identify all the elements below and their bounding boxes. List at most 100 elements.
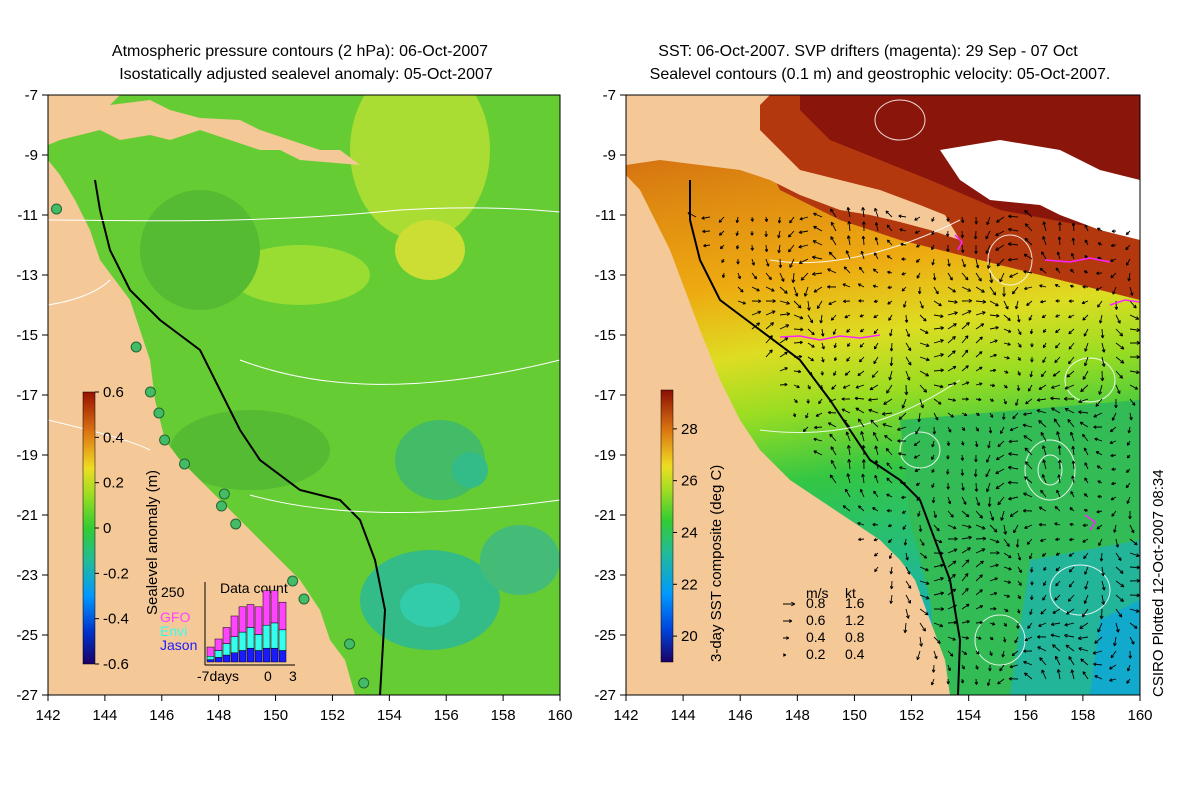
velocity-arrow bbox=[975, 412, 980, 416]
velocity-arrow bbox=[1084, 462, 1089, 470]
inset-bar-segment bbox=[214, 657, 223, 663]
velocity-arrow bbox=[1068, 356, 1075, 365]
velocity-arrow bbox=[857, 418, 865, 428]
velocity-arrow bbox=[975, 548, 986, 554]
velocity-arrow bbox=[1115, 580, 1125, 588]
velocity-arrow bbox=[830, 221, 837, 232]
velocity-arrow bbox=[1129, 300, 1137, 309]
velocity-arrow bbox=[1129, 328, 1140, 332]
velocity-arrow bbox=[873, 342, 879, 350]
velocity-arrow bbox=[1042, 236, 1047, 246]
velocity-arrow bbox=[830, 208, 837, 218]
velocity-arrow bbox=[889, 580, 894, 590]
velocity-arrow bbox=[868, 397, 879, 402]
velocity-arrow bbox=[1054, 655, 1061, 666]
velocity-arrow bbox=[961, 573, 969, 582]
velocity-arrow bbox=[1068, 566, 1075, 573]
tide-gauge-dot bbox=[51, 203, 63, 215]
velocity-arrow bbox=[829, 474, 837, 484]
velocity-arrow bbox=[1023, 649, 1033, 653]
velocity-arrow bbox=[807, 370, 813, 376]
velocity-arrow bbox=[1052, 608, 1061, 614]
velocity-arrow bbox=[1109, 678, 1117, 682]
velocity-arrow bbox=[1070, 669, 1075, 680]
velocity-arrow bbox=[1051, 407, 1061, 414]
velocity-arrow bbox=[1092, 650, 1103, 655]
left-x-tick-label: 158 bbox=[491, 707, 516, 724]
velocity-arrow bbox=[800, 272, 809, 281]
velocity-arrow bbox=[1038, 384, 1047, 390]
velocity-arrow bbox=[889, 342, 894, 352]
velocity-arrow bbox=[1100, 370, 1105, 382]
velocity-arrow bbox=[901, 398, 907, 409]
right-y-tick-label: -25 bbox=[594, 627, 616, 644]
velocity-arrow bbox=[1126, 454, 1131, 459]
velocity-arrow bbox=[1014, 300, 1019, 310]
right-y-tick-label: -11 bbox=[595, 207, 616, 224]
velocity-arrow bbox=[813, 450, 823, 456]
velocity-arrow bbox=[986, 216, 991, 226]
velocity-arrow bbox=[1112, 286, 1117, 295]
velocity-arrow bbox=[919, 608, 929, 616]
velocity-arrow bbox=[1129, 524, 1135, 534]
velocity-arrow bbox=[975, 636, 982, 640]
velocity-arrow bbox=[793, 354, 803, 359]
right-y-tick-label: -21 bbox=[594, 507, 616, 524]
velocity-arrow bbox=[1038, 522, 1047, 527]
sla-yellow-patch bbox=[230, 245, 370, 305]
cloud-mask bbox=[940, 140, 1140, 240]
velocity-arrow bbox=[947, 560, 957, 568]
velocity-arrow bbox=[989, 300, 999, 307]
velocity-arrow bbox=[751, 310, 762, 316]
velocity-arrow bbox=[779, 286, 788, 294]
velocity-arrow bbox=[830, 446, 837, 456]
velocity-arrow bbox=[861, 459, 866, 470]
velocity-arrow bbox=[961, 603, 970, 610]
velocity-arrow bbox=[946, 244, 950, 252]
velocity-arrow bbox=[1016, 384, 1021, 392]
velocity-arrow bbox=[917, 412, 922, 423]
velocity-arrow bbox=[833, 370, 837, 376]
velocity-arrow bbox=[996, 216, 1005, 223]
velocity-arrow bbox=[807, 384, 811, 390]
inset-bar-segment bbox=[238, 606, 247, 633]
right-y-axis: -7 -9 -11 -13 -15 -17 -19 -21 -23 -25 -27 bbox=[594, 87, 626, 704]
velocity-arrow bbox=[1057, 445, 1062, 456]
velocity-arrow bbox=[1080, 658, 1089, 666]
velocity-arrow bbox=[882, 423, 893, 428]
velocity-arrow bbox=[1115, 622, 1120, 633]
velocity-arrow bbox=[812, 272, 823, 276]
velocity-arrow bbox=[779, 337, 789, 344]
velocity-arrow bbox=[1007, 227, 1019, 232]
sla-teal-patch bbox=[452, 452, 488, 488]
velocity-arrow bbox=[873, 537, 879, 542]
velocity-arrow bbox=[1114, 398, 1118, 409]
velocity-arrow bbox=[1057, 474, 1061, 484]
velocity-arrow bbox=[986, 678, 991, 686]
velocity-arrow bbox=[1017, 552, 1022, 561]
velocity-arrow bbox=[1083, 328, 1089, 337]
colorbar-tick-label: 0 bbox=[103, 520, 111, 537]
velocity-arrow bbox=[905, 328, 910, 338]
velocity-arrow bbox=[988, 664, 992, 672]
velocity-arrow bbox=[999, 664, 1005, 672]
right-y-tick-label: -17 bbox=[594, 387, 616, 404]
velocity-arrow bbox=[1003, 552, 1012, 559]
right-y-tick-label: -27 bbox=[594, 687, 616, 704]
velocity-arrow bbox=[947, 524, 957, 530]
velocity-arrow bbox=[1058, 221, 1062, 232]
right-y-tick-label: -15 bbox=[594, 327, 616, 344]
velocity-arrow bbox=[858, 537, 865, 542]
velocity-arrow bbox=[1068, 328, 1075, 335]
velocity-arrow bbox=[931, 230, 935, 236]
velocity-arrow bbox=[1041, 251, 1047, 260]
velocity-arrow bbox=[830, 314, 837, 321]
velocity-arrow bbox=[1115, 594, 1124, 602]
left-y-axis: -7 -9 -11 -13 -15 -17 -19 -21 -23 -25 -27 bbox=[16, 87, 48, 704]
land-australia bbox=[48, 160, 355, 695]
colorbar-tick-label: 26 bbox=[681, 473, 698, 490]
velocity-arrow bbox=[1083, 552, 1089, 560]
velocity-arrow bbox=[777, 216, 782, 224]
velocity-arrow bbox=[1030, 356, 1034, 363]
